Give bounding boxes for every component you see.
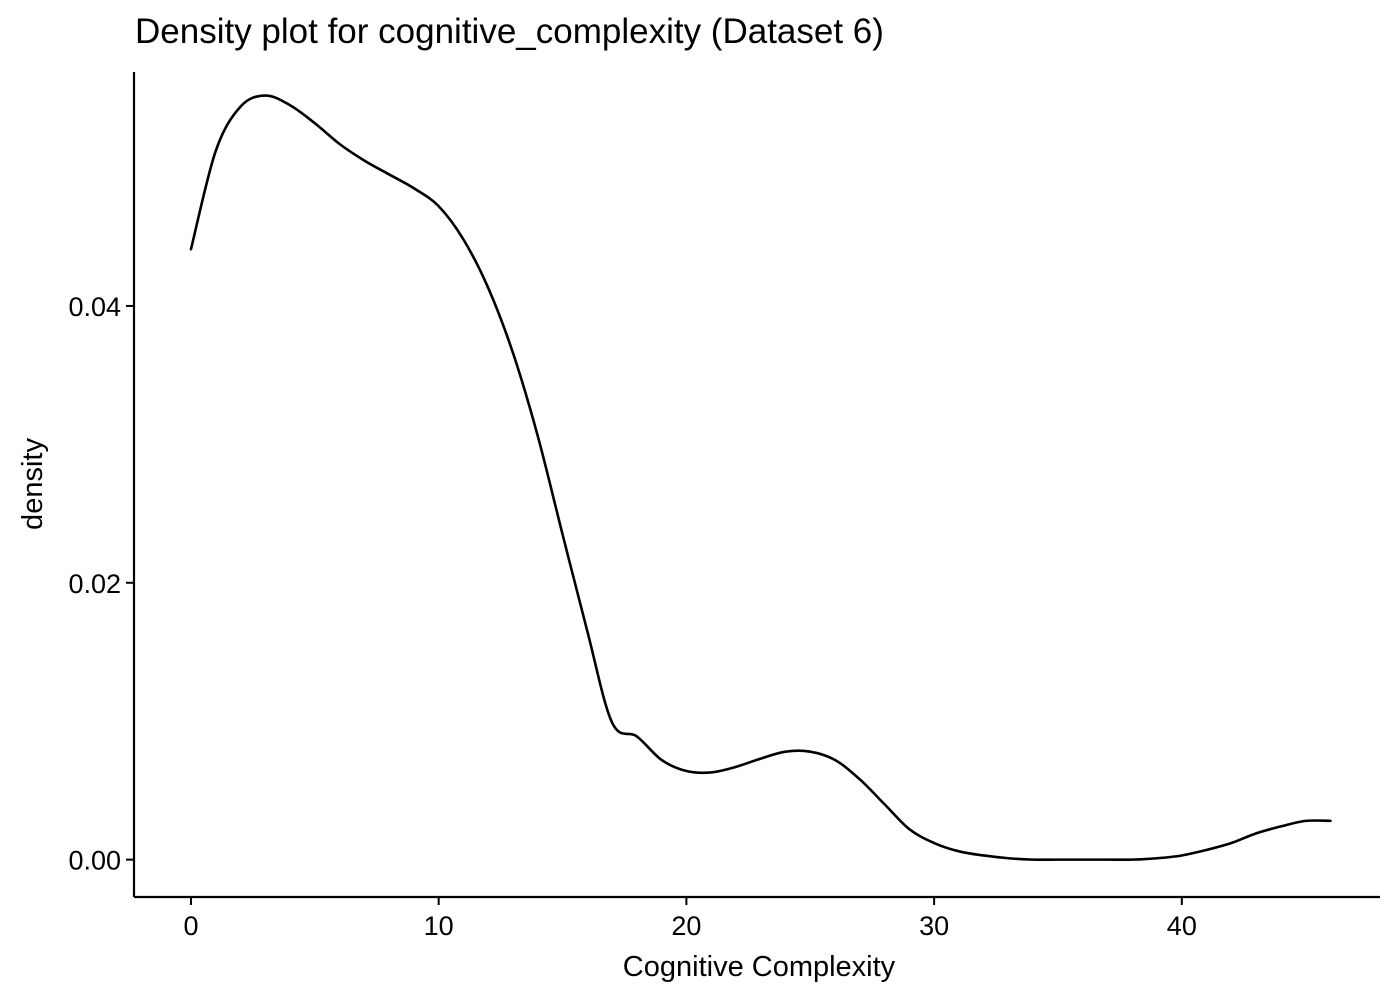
y-axis: 0.00 0.02 0.04 [68, 72, 136, 897]
density-line [189, 94, 1332, 862]
y-tick-label: 0.00 [68, 846, 121, 876]
x-axis-title: Cognitive Complexity [623, 951, 896, 983]
x-tick-label: 10 [424, 911, 454, 941]
y-tick-label: 0.04 [68, 292, 121, 322]
x-axis: 0 10 20 30 40 [134, 895, 1380, 941]
x-tick-label: 20 [671, 911, 701, 941]
x-tick-label: 0 [183, 911, 198, 941]
y-tick-label: 0.02 [68, 569, 121, 599]
y-axis-title: density [17, 438, 49, 530]
chart-title: Density plot for cognitive_complexity (D… [135, 12, 884, 51]
x-tick-label: 30 [919, 911, 949, 941]
x-tick-label: 40 [1167, 911, 1197, 941]
